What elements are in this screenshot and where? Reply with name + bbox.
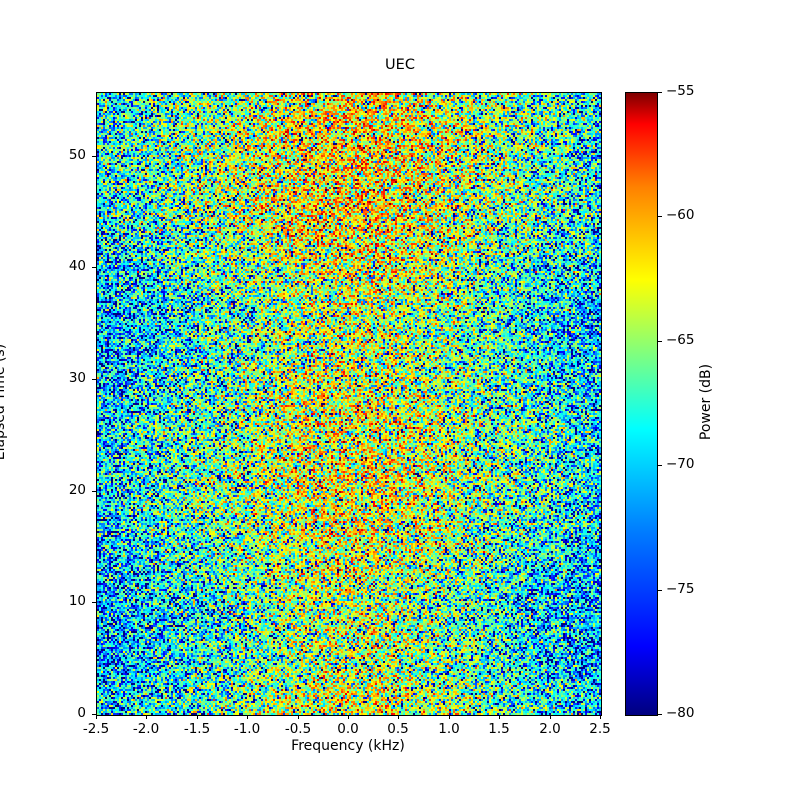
x-tick-mark	[398, 715, 399, 719]
x-tick-mark	[449, 715, 450, 719]
y-tick-mark	[92, 602, 96, 603]
x-tick-label: 2.0	[539, 721, 561, 737]
x-tick-label: 0.0	[337, 721, 359, 737]
colorbar-tick-mark	[658, 216, 662, 217]
x-tick-label: -1.0	[233, 721, 261, 737]
colorbar-tick-label: −65	[666, 332, 695, 348]
colorbar	[625, 92, 658, 716]
y-tick-mark	[92, 491, 96, 492]
y-axis-label: Elapsed Time (s)	[0, 343, 8, 461]
colorbar-tick-mark	[658, 590, 662, 591]
y-tick-mark	[92, 156, 96, 157]
x-tick-mark	[146, 715, 147, 719]
y-tick-label: 0	[77, 705, 86, 721]
x-tick-mark	[600, 715, 601, 719]
y-tick-mark	[92, 267, 96, 268]
x-tick-label: -2.5	[82, 721, 110, 737]
colorbar-label: Power (dB)	[698, 363, 714, 441]
x-tick-label: -0.5	[284, 721, 312, 737]
y-tick-mark	[92, 714, 96, 715]
x-tick-mark	[197, 715, 198, 719]
colorbar-tick-label: −55	[666, 83, 695, 99]
colorbar-tick-mark	[658, 92, 662, 93]
colorbar-tick-label: −80	[666, 705, 695, 721]
x-axis-label: Frequency (kHz)	[291, 738, 405, 754]
y-tick-label: 20	[68, 482, 86, 498]
colorbar-tick-mark	[658, 341, 662, 342]
colorbar-tick-label: −70	[666, 456, 695, 472]
x-tick-label: 2.5	[589, 721, 611, 737]
y-tick-label: 10	[68, 593, 86, 609]
spectrogram-plot-area	[96, 92, 602, 716]
x-tick-label: -1.5	[183, 721, 211, 737]
colorbar-tick-mark	[658, 714, 662, 715]
colorbar-tick-label: −75	[666, 581, 695, 597]
x-tick-mark	[348, 715, 349, 719]
x-tick-label: 1.5	[488, 721, 510, 737]
colorbar-gradient	[626, 93, 657, 715]
colorbar-tick-label: −60	[666, 207, 695, 223]
spectrogram-image	[97, 93, 601, 715]
x-tick-label: 0.5	[387, 721, 409, 737]
x-tick-mark	[499, 715, 500, 719]
title-line-name: UEC	[385, 57, 415, 73]
y-tick-label: 30	[68, 370, 86, 386]
x-tick-mark	[247, 715, 248, 719]
y-tick-label: 50	[68, 147, 86, 163]
x-tick-label: 1.0	[438, 721, 460, 737]
x-tick-mark	[298, 715, 299, 719]
x-tick-mark	[550, 715, 551, 719]
y-tick-mark	[92, 379, 96, 380]
y-tick-label: 40	[68, 258, 86, 274]
x-tick-label: -2.0	[132, 721, 160, 737]
x-tick-mark	[96, 715, 97, 719]
colorbar-tick-mark	[658, 465, 662, 466]
